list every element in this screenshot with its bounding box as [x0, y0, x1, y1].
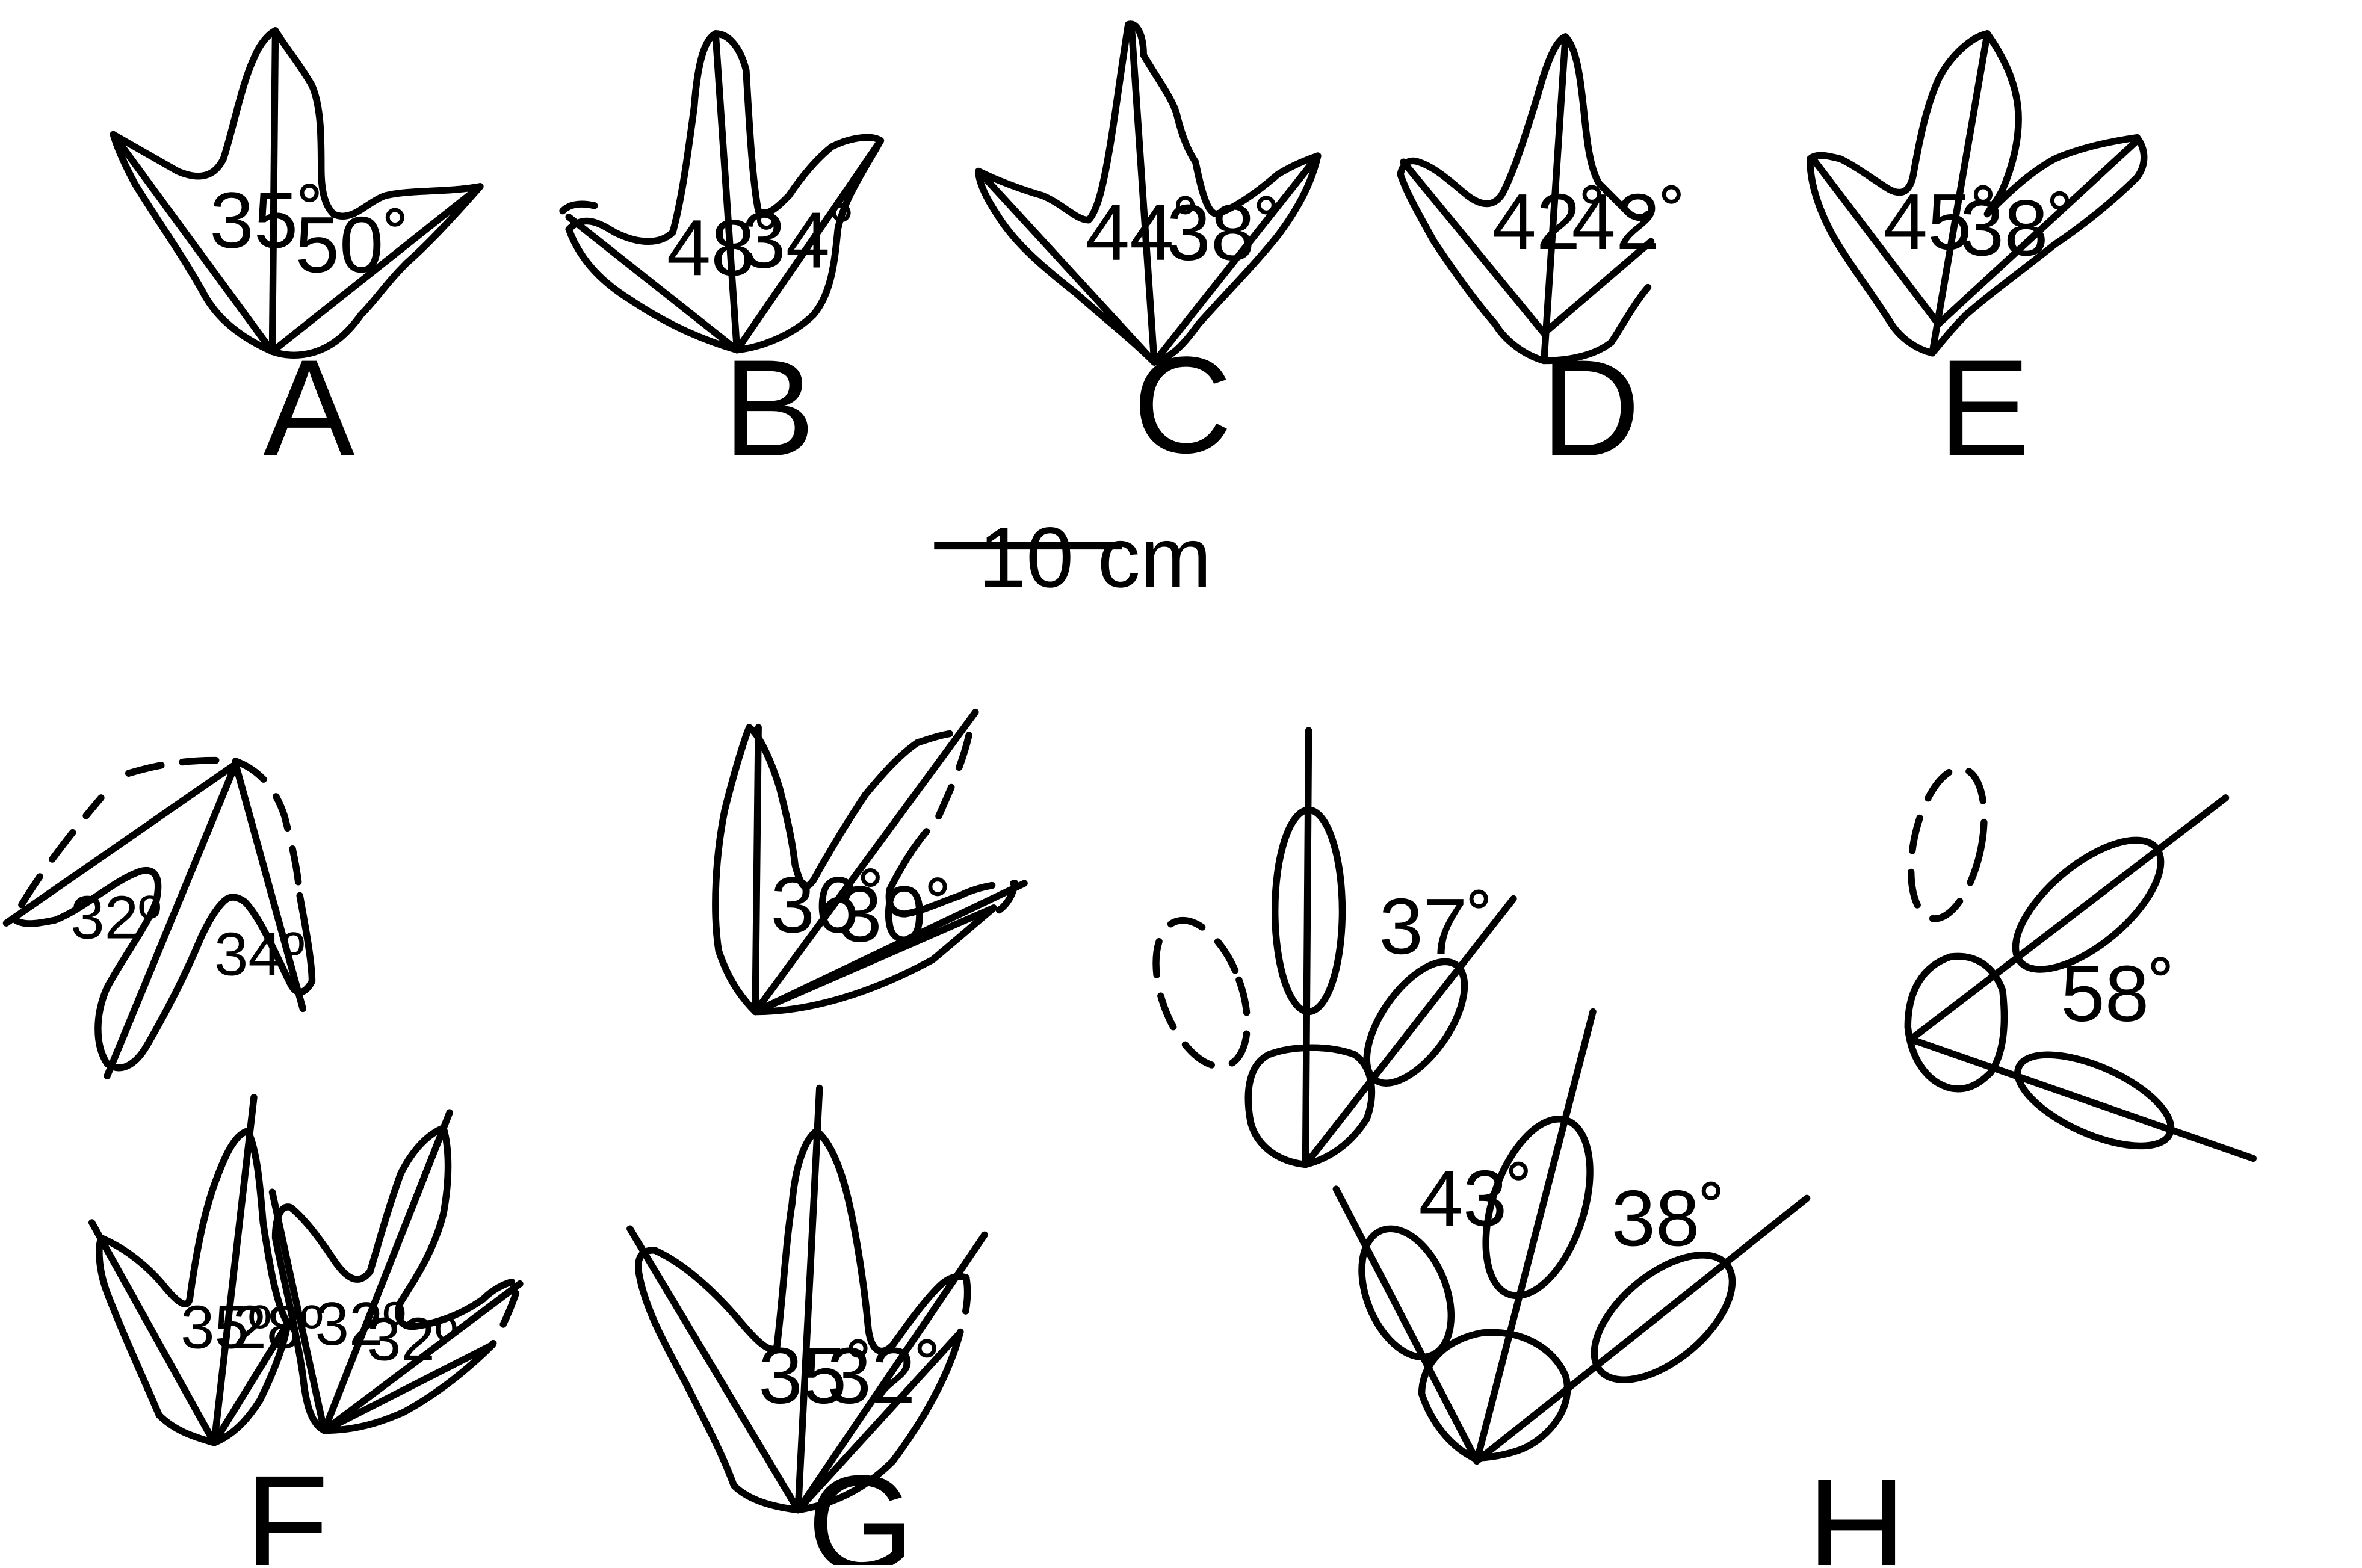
footprint-f-upper: 32º 34º: [2, 756, 316, 1079]
footprint-f-upper-dashed-outline: [18, 756, 303, 909]
panel-label-b: B: [723, 332, 815, 485]
angle-h-43: 43˚: [1418, 1153, 1533, 1242]
footprint-g-upper-dashed-top: [914, 729, 973, 820]
footprint-c: 44˚ 38˚ C: [975, 20, 1322, 482]
panel-label-h: H: [1807, 1450, 1906, 1565]
scale-bar-label: 10 cm: [978, 510, 1211, 605]
angle-g-upper-left: 36˚: [770, 860, 885, 949]
panel-label-d: D: [1541, 332, 1640, 485]
footprint-h-heel-1: [1244, 1044, 1376, 1168]
angle-b-right: 34˚: [741, 196, 856, 285]
footprint-e-outline: [1807, 30, 2148, 357]
angle-g-lower-right: 32˚: [827, 1331, 942, 1420]
angle-h-37: 37˚: [1379, 881, 1494, 971]
angle-d-right: 42˚: [1571, 177, 1686, 266]
footprint-a-outline: [110, 27, 484, 359]
footprint-f-upper-outline: [12, 867, 316, 1072]
angle-c-right: 38˚: [1166, 188, 1281, 277]
footprint-d-outline: [1397, 33, 1652, 365]
angle-a-right: 50˚: [295, 200, 410, 289]
panel-label-a: A: [263, 332, 355, 485]
angle-a-left: 35˚: [209, 175, 324, 264]
footprint-g-upper-outline: [712, 724, 998, 1016]
angle-f-upper-right: 34º: [214, 920, 305, 989]
angle-f-upper-left: 32º: [70, 883, 161, 952]
footprint-f-lower-right-dashed-edge: [480, 1277, 524, 1348]
footprint-h-upper-left: 37˚: [1152, 727, 1517, 1168]
angle-c-left: 44˚: [1086, 188, 1201, 277]
footprint-g-upper-dashed-right: [956, 880, 1019, 918]
angle-f-lower-3: 32º: [315, 1289, 406, 1358]
footprint-f-lower-right-outline: [271, 1124, 496, 1434]
panel-label-e: E: [1938, 332, 2030, 485]
footprint-d-outline-lower: [1541, 283, 1652, 365]
angle-h-38: 38˚: [1612, 1173, 1727, 1262]
footprint-g-lower: 35˚ 32˚: [626, 1084, 988, 1514]
footprint-g-lower-outline: [635, 1127, 970, 1514]
angle-g-lower-left: 35˚: [758, 1331, 873, 1420]
panel-label-g: G: [807, 1447, 914, 1565]
angle-f-lower-1: 35º: [181, 1292, 271, 1361]
angle-h-58: 58˚: [2061, 949, 2175, 1038]
angle-g-upper-right: 30˚: [838, 869, 953, 958]
angle-b-left: 48˚: [667, 203, 782, 292]
footprint-h-digit-3: [1358, 1225, 1455, 1361]
footprint-h-digit-7: [2014, 1051, 2175, 1150]
footprint-h-dashed-digit-1: [1152, 916, 1251, 1070]
footprint-h-right: 58˚: [1904, 765, 2257, 1162]
scale-bar: 10 cm: [934, 510, 1211, 605]
footprint-f-lower-right: 32º 32º: [268, 1109, 524, 1434]
footprint-c-outline: [975, 20, 1322, 366]
panel-label-c: C: [1133, 329, 1232, 482]
footprint-g-lower-dashed-edge: [956, 1274, 971, 1336]
panel-label-f: F: [245, 1447, 329, 1565]
angle-e-left: 45˚: [1884, 177, 1999, 266]
footprint-h-heel-2: [1418, 1329, 1571, 1462]
footprint-h-dashed-digit-2: [1907, 765, 1988, 922]
angle-f-lower-4: 32º: [367, 1305, 457, 1374]
footprint-a: 35˚ 50˚ A: [110, 27, 484, 485]
footprint-b-inferred-edge: [559, 200, 616, 215]
angle-e-right: 38˚: [1960, 183, 2075, 272]
footprint-b: 48˚ 34˚ B: [559, 30, 885, 485]
footprint-g-upper: 36˚ 30˚: [712, 708, 1028, 1016]
angle-d-left: 42˚: [1492, 177, 1607, 266]
footprint-e: 45˚ 38˚ E: [1807, 30, 2148, 485]
footprint-h-lower-middle: 43˚ 38˚: [1332, 1008, 1811, 1465]
footprint-d: 42˚ 42˚ D: [1397, 33, 1686, 485]
